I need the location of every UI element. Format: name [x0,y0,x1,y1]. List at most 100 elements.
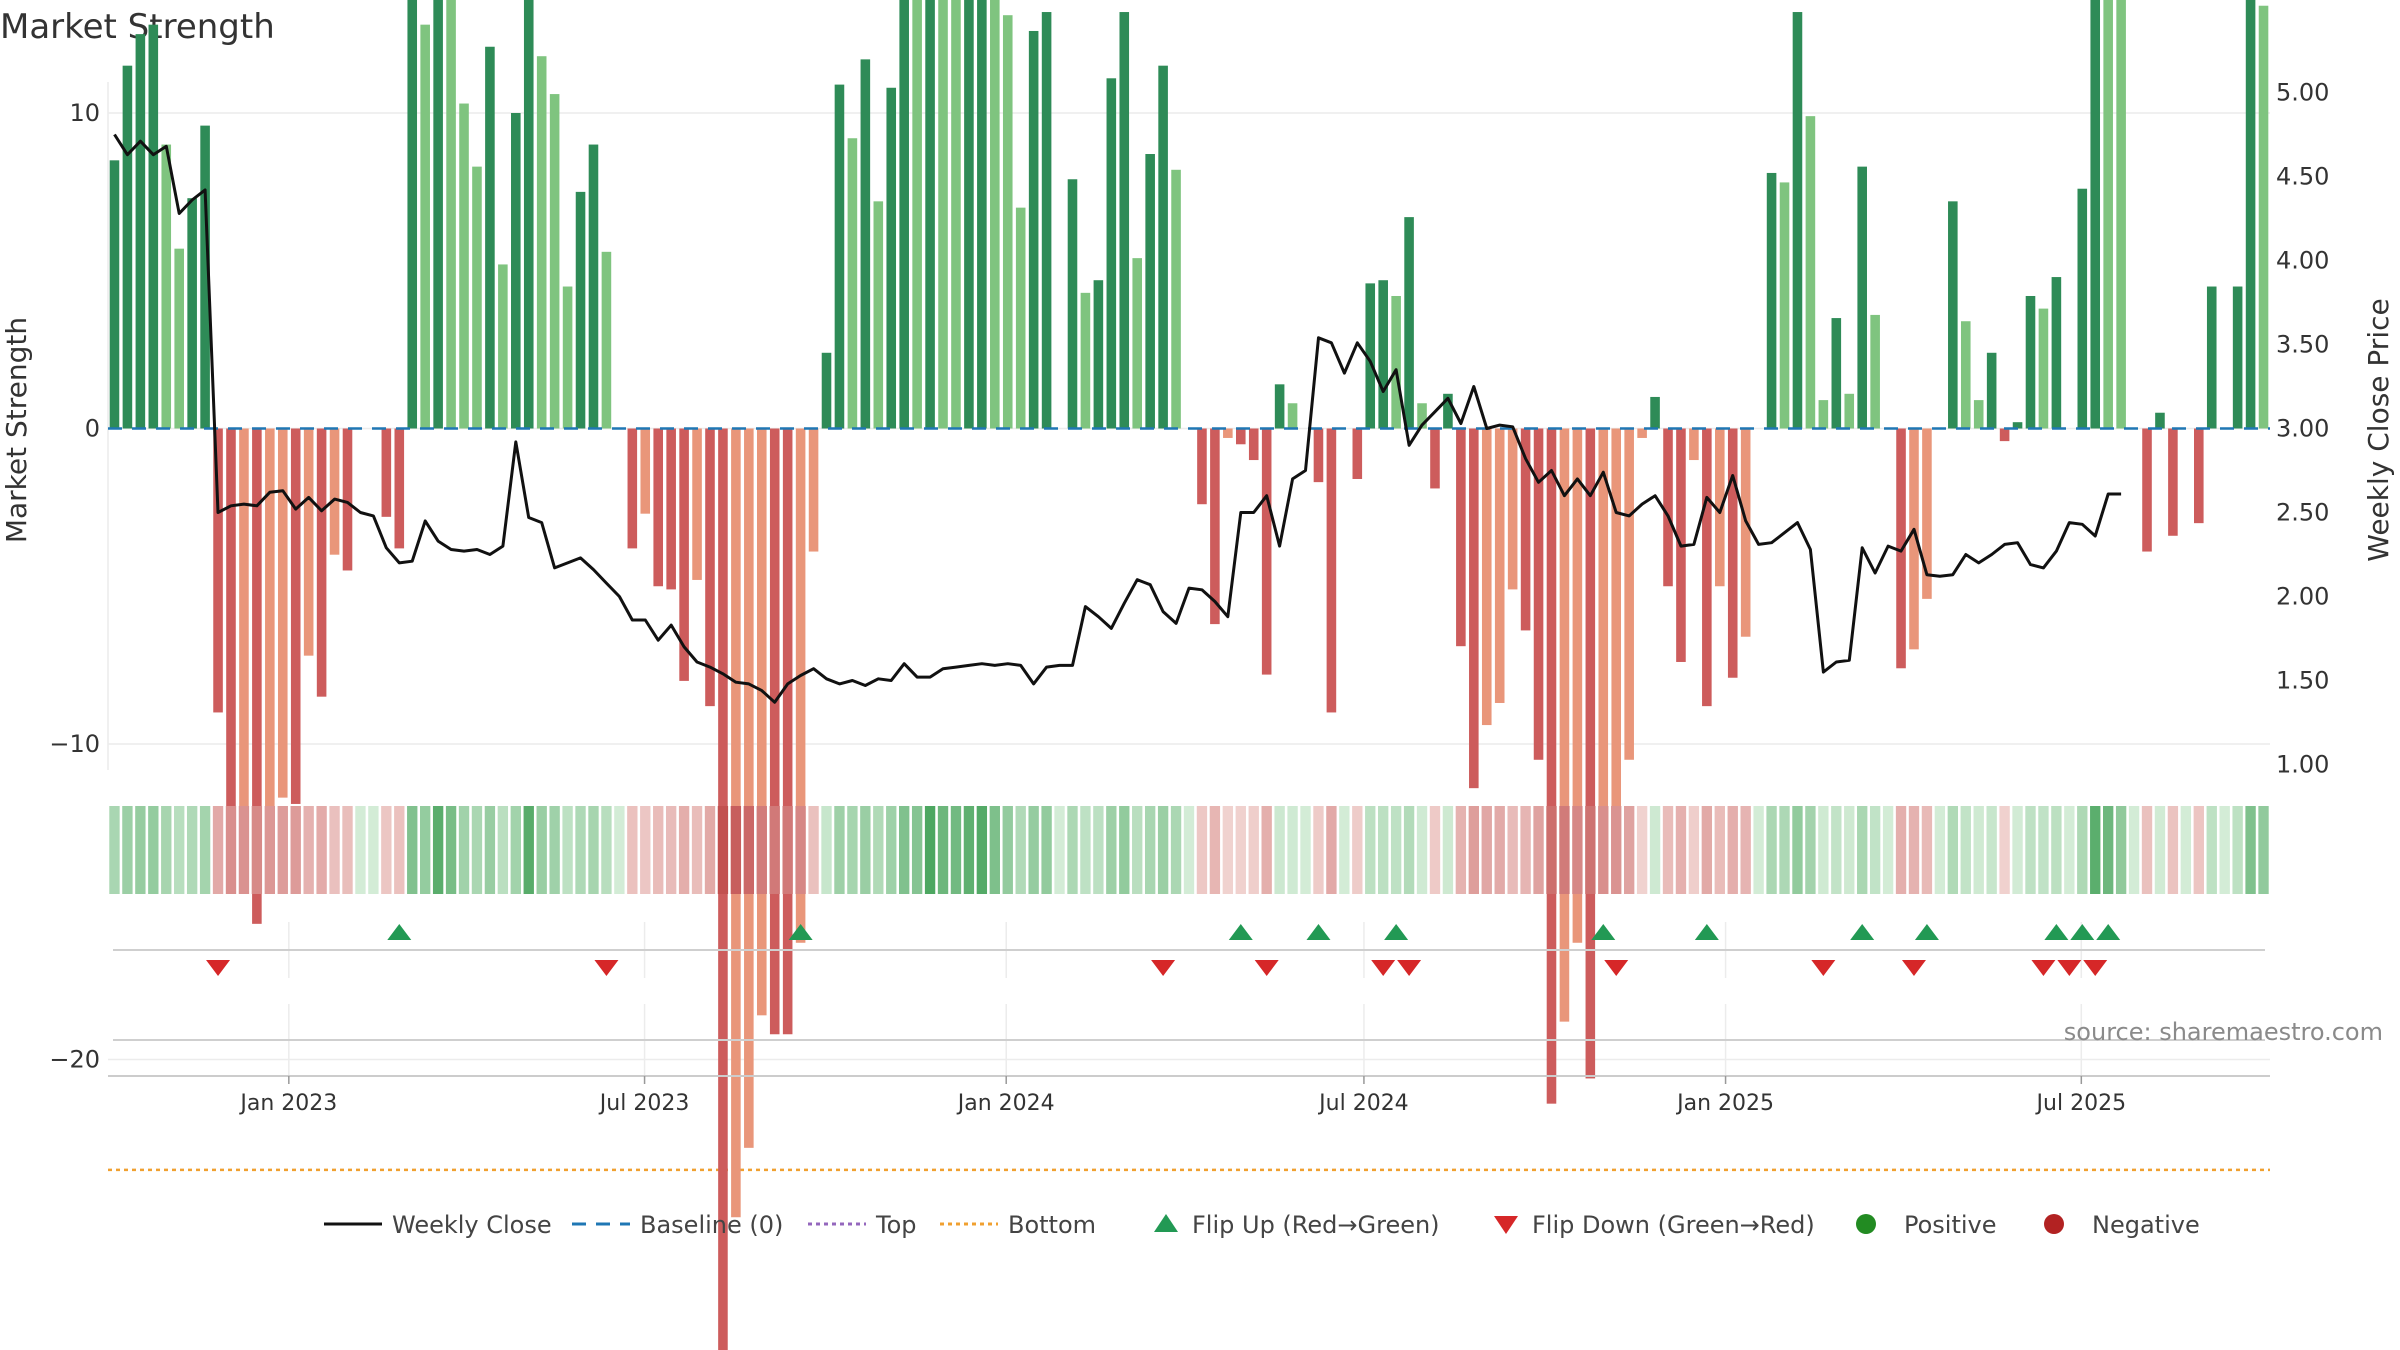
strength-bar [938,0,948,429]
heat-cell [1507,806,1518,894]
heat-cell [1572,806,1583,894]
heat-cell [730,806,742,894]
heat-cell [2154,806,2166,894]
heat-cell [1869,806,1881,894]
heat-cell [1986,806,1997,894]
heat-cell [2102,806,2114,894]
heat-cell [1209,806,1221,894]
heat-cell [381,806,392,894]
heat-cell [976,806,988,894]
strength-bar [498,264,508,429]
heat-cell [497,806,509,894]
heat-cell [1844,806,1855,894]
strength-bar [821,352,832,429]
reference-lines [108,1168,2270,1172]
strength-bar [808,428,819,552]
heat-cell [1183,806,1195,894]
flip-up-marker [1914,924,1939,940]
heat-cell [627,806,638,894]
heat-cell [1727,806,1738,894]
strength-bar [536,56,547,429]
strength-bar [2116,0,2126,429]
heat-cell [1857,806,1868,894]
strength-bar [2155,412,2165,429]
heat-cell [238,806,250,894]
strength-bar [1805,116,1816,429]
heat-cell [562,806,573,894]
strength-bar [1274,384,1285,429]
heat-cell [769,806,780,894]
right-axis-label: Weekly Close Price [2362,298,2395,561]
heat-cell [1779,806,1790,894]
heat-cell [264,806,276,894]
heat-cell [2180,806,2192,894]
heat-cell [1831,806,1842,894]
strength-bar [873,201,884,429]
legend-label-flip-up: Flip Up (Red→Green) [1192,1211,1440,1239]
strength-bar [912,0,922,429]
heat-cell [2206,806,2217,894]
strength-bar [705,428,715,707]
heat-cell [1481,806,1492,894]
strength-bar [1067,179,1078,429]
heat-cell [2051,806,2062,894]
heat-cell [1429,806,1441,894]
heat-cell [886,806,897,894]
heat-cell [199,806,211,894]
strength-bar [1727,428,1738,678]
heat-cell [109,806,120,894]
strength-bar [653,428,663,587]
heat-cell [1921,806,1933,894]
strength-bar [446,0,456,429]
strength-bar [1909,428,1919,650]
heat-cell [691,806,703,894]
heat-cell [1753,806,1764,894]
strength-bar [1197,428,1207,505]
strength-bar [1417,403,1427,429]
heat-cell [1960,806,1971,894]
strength-bar [679,428,689,681]
strength-bar [1261,428,1272,675]
left-tick-label: −20 [49,1046,100,1074]
heat-cell [1261,806,1272,894]
strength-bar [1430,428,1440,489]
heat-cell [1300,806,1311,894]
heat-cell [1274,806,1285,894]
heat-cell [1365,806,1376,894]
strength-bar [2206,286,2217,429]
heat-cell [329,806,340,894]
strength-bar [1158,65,1168,429]
strength-bar [459,103,469,429]
heat-cell [756,806,767,894]
heat-cell [1662,806,1674,894]
strength-bars [108,0,2270,1350]
flip-down-marker [1811,960,1836,976]
heat-cell [614,806,625,894]
strength-bar [1028,30,1039,429]
heat-cell [2012,806,2023,894]
strength-bar [342,428,353,571]
flip-up-marker [387,924,412,940]
strength-bar [1960,321,1971,429]
strength-bar [1326,428,1337,713]
strength-bar [1365,283,1376,429]
heat-cell [704,806,716,894]
right-tick-label: 3.00 [2276,415,2329,443]
right-tick-label: 5.00 [2276,79,2329,107]
strength-bar [2012,422,2023,429]
flip-down-marker [1254,960,1279,976]
strength-bar [1507,428,1518,590]
heat-cell [174,806,185,894]
legend-label-negative: Negative [2092,1211,2200,1239]
flip-up-marker [1850,924,1875,940]
strength-bar [1857,166,1867,429]
heat-cell [1378,806,1389,894]
strength-bar [1818,400,1829,429]
heat-cell [937,806,949,894]
heat-cell [1623,806,1635,894]
strength-bar [1313,428,1324,483]
heat-cell [186,806,198,894]
heat-cell [471,806,483,894]
strength-bar [1986,352,1997,429]
